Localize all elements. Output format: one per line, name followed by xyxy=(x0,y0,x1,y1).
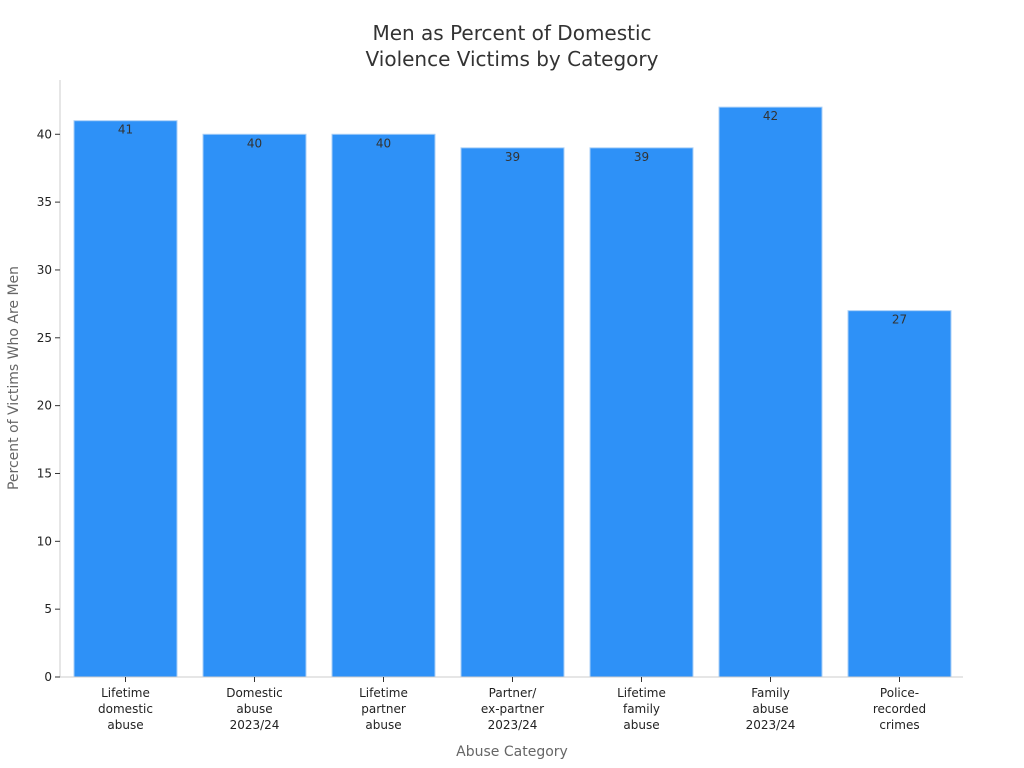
x-tick-label-line: family xyxy=(623,702,660,716)
x-tick-label: Partner/ex-partner 2023/24 xyxy=(481,686,544,732)
y-tick-label: 0 xyxy=(44,670,52,684)
bar-value-label: 40 xyxy=(376,136,391,150)
chart-title: Men as Percent of Domestic Violence Vict… xyxy=(366,21,659,71)
x-tick-label-line: Lifetime xyxy=(617,686,666,700)
x-tick-label-line: Lifetime xyxy=(101,686,150,700)
bar xyxy=(589,147,694,678)
x-tick-label-line: abuse xyxy=(107,718,143,732)
x-tick-label: Police-recorded crimes xyxy=(873,686,926,732)
x-tick-label-line: Partner/ xyxy=(489,686,538,700)
x-tick-label: Family abuse 2023/24 xyxy=(746,686,796,732)
data-labels-group: 41 40 40 39 39 42 27 xyxy=(118,109,907,327)
chart-title-line-1: Men as Percent of Domestic xyxy=(372,21,651,45)
y-tick-label: 15 xyxy=(37,466,52,480)
y-tick-label: 30 xyxy=(37,263,52,277)
x-axis-label: Abuse Category xyxy=(456,744,568,760)
bar-value-label: 40 xyxy=(247,136,262,150)
bar xyxy=(847,310,952,678)
x-tick-label-line: abuse xyxy=(236,702,272,716)
bar xyxy=(460,147,565,678)
x-tick-label: Lifetime family abuse xyxy=(617,686,666,732)
x-tick-label-line: domestic xyxy=(98,702,153,716)
y-axis-label: Percent of Victims Who Are Men xyxy=(6,266,22,490)
bar xyxy=(202,133,307,678)
y-tick-label: 20 xyxy=(37,399,52,413)
x-tick-label-line: abuse xyxy=(365,718,401,732)
x-tick-label: Lifetime partner abuse xyxy=(359,686,408,732)
x-tick-label-line: ex-partner xyxy=(481,702,544,716)
x-tick-label: Domestic abuse 2023/24 xyxy=(226,686,283,732)
x-tick-label-line: partner xyxy=(361,702,406,716)
y-tick-label: 25 xyxy=(37,331,52,345)
bar xyxy=(331,133,436,678)
x-tick-label: Lifetime domestic abuse xyxy=(98,686,153,732)
x-axis: Lifetime domestic abuse Domestic abuse 2023/2… xyxy=(60,676,963,732)
x-tick-label-line: Lifetime xyxy=(359,686,408,700)
x-tick-label-line: abuse xyxy=(752,702,788,716)
x-tick-label-line: 2023/24 xyxy=(746,718,796,732)
bar-value-label: 27 xyxy=(892,313,907,327)
y-tick-label: 10 xyxy=(37,534,52,548)
chart-title-line-2: Violence Victims by Category xyxy=(366,47,659,71)
x-tick-label-line: 2023/24 xyxy=(488,718,538,732)
bar-value-label: 39 xyxy=(634,150,649,164)
y-axis: 0 5 10 15 20 25 30 35 40 xyxy=(37,80,61,684)
bars-group xyxy=(73,106,952,678)
bar xyxy=(73,120,178,678)
bar xyxy=(718,106,823,678)
y-tick-label: 35 xyxy=(37,195,52,209)
x-tick-label-line: Family xyxy=(751,686,790,700)
x-tick-label-line: Police- xyxy=(880,686,919,700)
x-tick-label-line: abuse xyxy=(623,718,659,732)
y-tick-label: 5 xyxy=(44,602,52,616)
x-tick-label-line: 2023/24 xyxy=(230,718,280,732)
x-tick-label-line: crimes xyxy=(879,718,919,732)
bar-value-label: 42 xyxy=(763,109,778,123)
y-tick-label: 40 xyxy=(37,127,52,141)
x-tick-label-line: Domestic xyxy=(226,686,283,700)
bar-value-label: 39 xyxy=(505,150,520,164)
bar-value-label: 41 xyxy=(118,123,133,137)
x-tick-label-line: recorded xyxy=(873,702,926,716)
